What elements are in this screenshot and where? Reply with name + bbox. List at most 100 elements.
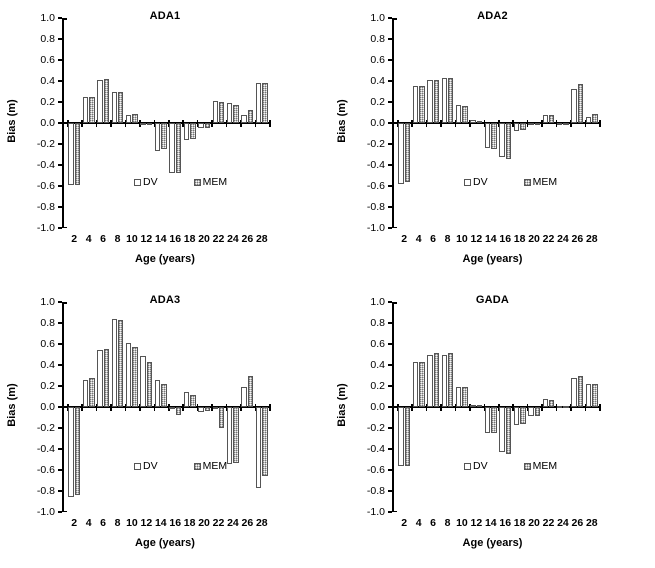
y-tick-label: -0.8: [366, 201, 385, 213]
x-tick-label: 16: [499, 517, 512, 529]
legend-label-dv: DV: [143, 460, 158, 472]
y-tick-label: 0.6: [370, 338, 385, 350]
bar-dv: [125, 114, 132, 123]
y-tick-label: -0.4: [366, 443, 385, 455]
y-tick-label: 0.4: [40, 359, 55, 371]
y-tick: [58, 143, 62, 145]
bar-mem: [175, 123, 182, 174]
dotted-square-icon: [523, 462, 531, 470]
y-tick: [388, 206, 392, 208]
y-tick-label: 0.2: [370, 96, 385, 108]
legend-label-dv: DV: [473, 176, 488, 188]
bar-mem: [146, 361, 153, 407]
x-axis-title: Age (years): [135, 537, 195, 549]
y-axis-title: Bias (m): [336, 99, 348, 143]
y-axis-title: Bias (m): [336, 383, 348, 427]
empty-square-icon: [134, 178, 141, 186]
x-tick-label: 4: [415, 233, 422, 245]
x-tick: [269, 119, 271, 127]
panel-title: ADA3: [149, 294, 181, 306]
x-tick-label: 6: [430, 517, 436, 529]
x-tick-label: 2: [401, 517, 408, 529]
bar-dv: [169, 407, 175, 409]
bar-mem: [190, 123, 196, 139]
bar-mem: [448, 353, 454, 407]
bar-dv: [412, 361, 419, 407]
y-tick: [388, 427, 392, 429]
plot-area: 1.0 0.8 0.6 0.4 0.2 0.0 -0.2 -0.4 -0.6 -0.8 -1.0 2 4…: [367, 12, 601, 245]
empty-square-icon: [464, 462, 471, 470]
y-tick: [58, 301, 62, 303]
x-tick: [483, 403, 486, 411]
x-tick-label: 18: [183, 517, 196, 529]
x-tick-label: 28: [585, 517, 598, 529]
y-axis-cap: [62, 226, 67, 228]
x-tick-label: 10: [456, 233, 468, 245]
bar-mem: [505, 123, 512, 159]
bar-dv: [198, 407, 204, 413]
bar-mem: [219, 407, 225, 428]
y-tick-label: -0.6: [366, 180, 385, 192]
bar-mem: [161, 123, 167, 150]
bar-mem: [534, 407, 541, 417]
bar-dv: [183, 123, 190, 140]
dotted-square-icon: [193, 178, 201, 186]
legend-label-mem: MEM: [202, 460, 228, 472]
x-tick: [469, 403, 471, 411]
x-tick: [139, 403, 141, 411]
panel-gada: GADA Bias (m) 1.0 0.8 0.6 0.4 0.2 0.0 -0.2 -0.4 -0…: [330, 284, 655, 568]
bar-mem: [204, 407, 211, 412]
x-tick-label: 22: [542, 233, 555, 245]
bar-mem: [563, 123, 569, 125]
x-tick-label: 28: [585, 233, 598, 245]
bar-mem: [419, 361, 425, 407]
x-tick-label: 2: [71, 517, 78, 529]
y-tick-label: 0.0: [40, 117, 55, 129]
bar-dv: [82, 379, 89, 407]
x-tick: [440, 403, 442, 411]
y-axis-cap: [392, 18, 397, 20]
bar-dv: [571, 89, 577, 123]
bar-dv: [470, 119, 476, 123]
x-tick: [81, 119, 84, 127]
x-tick: [584, 119, 587, 127]
bar-dv: [499, 123, 505, 157]
y-tick: [58, 343, 62, 345]
y-tick: [58, 164, 62, 166]
y-tick-label: -0.8: [366, 485, 385, 497]
x-axis-title: Age (years): [462, 537, 523, 549]
x-tick-label: 12: [470, 233, 483, 245]
y-axis-cap: [62, 302, 67, 304]
bar-mem: [549, 399, 555, 407]
x-tick: [454, 403, 457, 411]
x-tick-label: 12: [470, 517, 483, 529]
bar-mem: [132, 113, 138, 123]
bar-dv: [226, 407, 233, 464]
bar-mem: [476, 120, 483, 123]
legend-label-mem: MEM: [532, 176, 558, 188]
y-tick-label: -0.6: [36, 464, 55, 476]
x-tick-label: 8: [444, 233, 451, 245]
x-tick: [555, 403, 558, 411]
x-tick: [526, 119, 529, 127]
x-tick: [498, 403, 500, 411]
x-tick: [225, 403, 228, 411]
x-tick: [254, 403, 257, 411]
y-tick: [58, 59, 62, 61]
x-tick-label: 16: [169, 233, 182, 245]
y-tick: [388, 17, 392, 19]
bar-dv: [140, 123, 146, 125]
bar-mem: [190, 395, 196, 407]
y-tick-label: -0.4: [36, 159, 55, 171]
x-tick-label: 8: [114, 517, 121, 529]
bar-mem: [74, 407, 81, 496]
x-tick: [168, 403, 170, 411]
legend-item-dv: DV: [464, 460, 488, 472]
x-tick-label: 14: [484, 517, 497, 529]
y-tick-label: 0.0: [40, 401, 55, 413]
bar-mem: [175, 407, 182, 416]
legend-label-dv: DV: [143, 176, 158, 188]
x-tick: [599, 119, 601, 127]
plot-area: 1.0 0.8 0.6 0.4 0.2 0.0 -0.2 -0.4 -0.6 -0.8 -1.0 2 4…: [367, 296, 601, 529]
